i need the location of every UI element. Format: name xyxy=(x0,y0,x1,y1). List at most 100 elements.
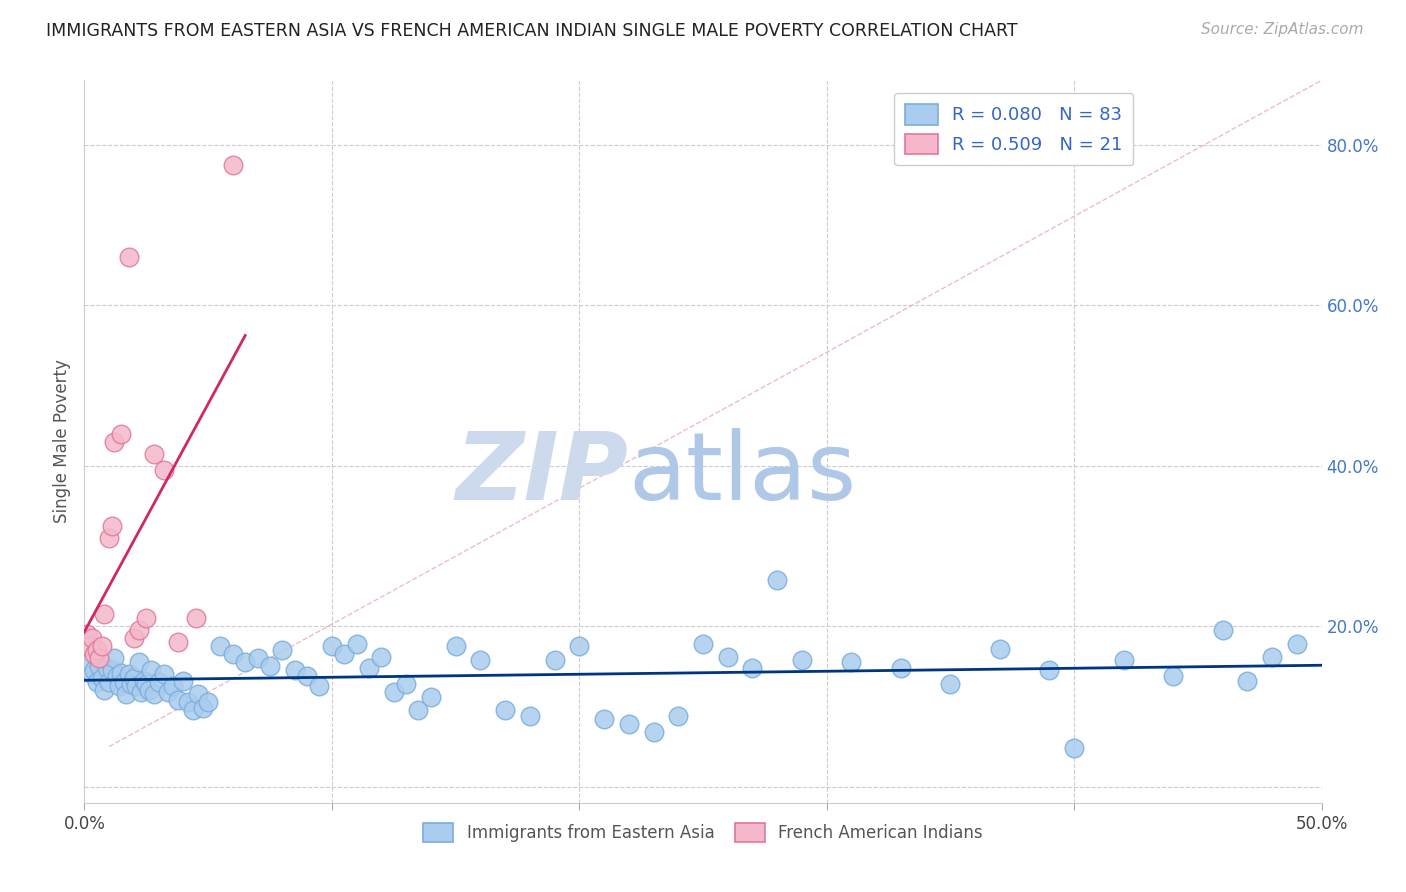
Point xyxy=(259,659,281,673)
Point xyxy=(86,643,108,657)
Point xyxy=(308,680,330,694)
Point xyxy=(93,683,115,698)
Point xyxy=(142,687,165,701)
Text: IMMIGRANTS FROM EASTERN ASIA VS FRENCH AMERICAN INDIAN SINGLE MALE POVERTY CORRE: IMMIGRANTS FROM EASTERN ASIA VS FRENCH A… xyxy=(46,22,1018,40)
Point xyxy=(152,462,174,476)
Point xyxy=(128,623,150,637)
Point xyxy=(100,518,122,533)
Point xyxy=(90,639,112,653)
Point xyxy=(988,641,1011,656)
Point xyxy=(890,661,912,675)
Point xyxy=(222,648,245,662)
Point xyxy=(93,607,115,621)
Point xyxy=(141,664,163,678)
Point xyxy=(108,680,131,694)
Point xyxy=(1063,741,1085,756)
Point xyxy=(333,648,356,662)
Point xyxy=(80,667,103,681)
Point xyxy=(419,690,441,704)
Point xyxy=(568,639,591,653)
Point xyxy=(118,250,141,264)
Point xyxy=(395,677,418,691)
Point xyxy=(741,661,763,675)
Point xyxy=(177,696,200,710)
Point xyxy=(120,677,142,691)
Point xyxy=(135,611,157,625)
Point xyxy=(112,675,135,690)
Point xyxy=(122,632,145,646)
Point xyxy=(90,671,112,685)
Point xyxy=(519,709,541,723)
Point xyxy=(167,635,190,649)
Point xyxy=(191,701,214,715)
Point xyxy=(157,685,180,699)
Text: atlas: atlas xyxy=(628,428,858,520)
Point xyxy=(115,687,138,701)
Point xyxy=(162,680,184,694)
Point xyxy=(543,653,565,667)
Point xyxy=(83,648,105,662)
Point xyxy=(717,649,740,664)
Point xyxy=(209,639,232,653)
Point xyxy=(167,693,190,707)
Point xyxy=(172,673,194,688)
Point xyxy=(382,685,405,699)
Point xyxy=(83,664,105,678)
Point xyxy=(1236,673,1258,688)
Point xyxy=(100,664,122,678)
Point xyxy=(110,426,132,441)
Point xyxy=(79,655,101,669)
Point xyxy=(295,669,318,683)
Point xyxy=(841,655,863,669)
Point xyxy=(76,627,98,641)
Point xyxy=(346,637,368,651)
Point xyxy=(284,664,307,678)
Point xyxy=(470,653,492,667)
Point xyxy=(1285,637,1308,651)
Point xyxy=(1261,649,1284,664)
Point xyxy=(233,655,256,669)
Point xyxy=(1038,664,1060,678)
Point xyxy=(142,446,165,460)
Point xyxy=(96,661,118,675)
Point xyxy=(1161,669,1184,683)
Point xyxy=(89,659,111,673)
Text: ZIP: ZIP xyxy=(456,428,628,520)
Point xyxy=(222,157,245,171)
Point xyxy=(246,651,269,665)
Y-axis label: Single Male Poverty: Single Male Poverty xyxy=(53,359,72,524)
Point xyxy=(122,671,145,685)
Point xyxy=(128,655,150,669)
Point xyxy=(103,434,125,449)
Point xyxy=(692,637,714,651)
Point xyxy=(110,665,132,680)
Point xyxy=(370,649,392,664)
Point xyxy=(105,669,128,683)
Point xyxy=(79,639,101,653)
Point xyxy=(197,696,219,710)
Point xyxy=(444,639,467,653)
Point xyxy=(321,639,343,653)
Point xyxy=(408,703,430,717)
Text: Source: ZipAtlas.com: Source: ZipAtlas.com xyxy=(1201,22,1364,37)
Point xyxy=(129,685,152,699)
Point xyxy=(1112,653,1135,667)
Point xyxy=(132,673,155,688)
Point xyxy=(766,573,789,587)
Point xyxy=(118,667,141,681)
Point xyxy=(494,703,516,717)
Point xyxy=(98,531,121,545)
Point xyxy=(357,661,380,675)
Point xyxy=(152,667,174,681)
Point xyxy=(790,653,813,667)
Point xyxy=(271,643,294,657)
Point xyxy=(184,611,207,625)
Point xyxy=(1212,623,1234,637)
Point xyxy=(187,687,209,701)
Point xyxy=(80,632,103,646)
Point xyxy=(103,651,125,665)
Legend: Immigrants from Eastern Asia, French American Indians: Immigrants from Eastern Asia, French Ame… xyxy=(416,816,990,848)
Point xyxy=(181,703,204,717)
Point xyxy=(89,651,111,665)
Point xyxy=(643,725,665,739)
